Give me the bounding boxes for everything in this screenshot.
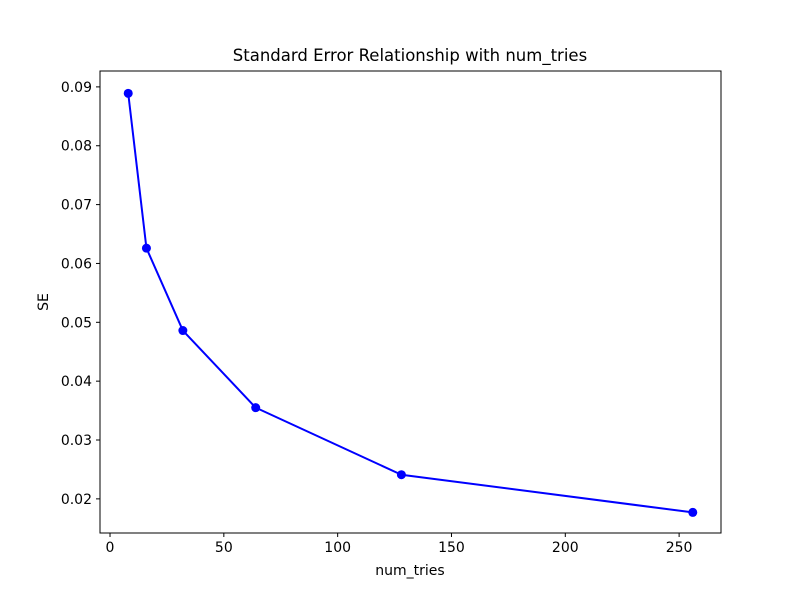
data-point (688, 507, 698, 517)
y-tick-label: 0.07 (61, 198, 92, 214)
y-axis-label: SE (36, 293, 52, 311)
plot-area-border (99, 70, 722, 534)
y-tick-label: 0.05 (61, 315, 92, 331)
data-series (123, 88, 698, 517)
y-tick-label: 0.09 (61, 80, 92, 96)
y-tick-label: 0.02 (61, 492, 92, 508)
axis-ticks: 0 50 100 150 200 250 0.02 0.03 0.04 0.05 0.06 0.07 0… (61, 80, 693, 556)
data-point (123, 88, 133, 98)
data-point (251, 403, 261, 413)
x-axis-label: num_tries (375, 563, 444, 579)
x-tick-label: 100 (324, 540, 351, 556)
data-point (396, 470, 406, 480)
data-point (178, 326, 188, 336)
plot-spines (99, 70, 722, 534)
x-tick-label: 150 (438, 540, 465, 556)
chart-title: Standard Error Relationship with num_tri… (233, 46, 587, 66)
y-tick-label: 0.04 (61, 374, 92, 390)
y-tick-label: 0.06 (61, 256, 92, 272)
x-tick-label: 50 (215, 540, 233, 556)
y-tick-label: 0.08 (61, 139, 92, 155)
x-tick-label: 200 (552, 540, 579, 556)
data-point (141, 243, 151, 253)
x-tick-label: 0 (106, 540, 115, 556)
x-tick-label: 250 (666, 540, 693, 556)
y-tick-label: 0.03 (61, 433, 92, 449)
series-line (127, 92, 694, 514)
